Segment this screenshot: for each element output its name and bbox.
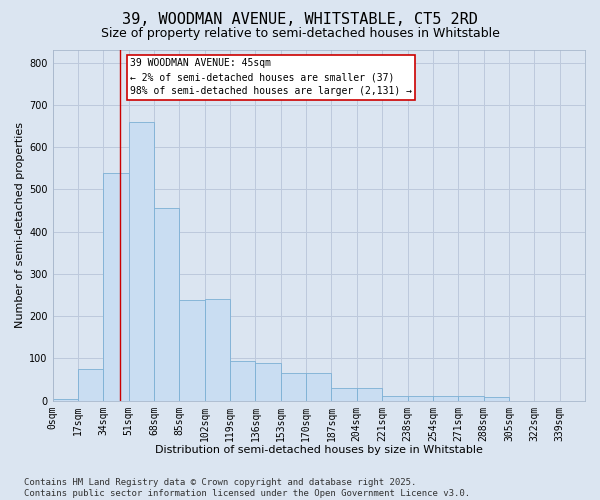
Bar <box>256 362 281 401</box>
Bar <box>433 396 458 400</box>
Bar <box>128 122 154 400</box>
Bar <box>458 396 484 400</box>
Text: Size of property relative to semi-detached houses in Whitstable: Size of property relative to semi-detach… <box>101 28 499 40</box>
Bar <box>306 374 331 400</box>
Text: 39 WOODMAN AVENUE: 45sqm
← 2% of semi-detached houses are smaller (37)
98% of se: 39 WOODMAN AVENUE: 45sqm ← 2% of semi-de… <box>130 58 412 96</box>
Bar <box>154 208 179 400</box>
Text: Contains HM Land Registry data © Crown copyright and database right 2025.
Contai: Contains HM Land Registry data © Crown c… <box>24 478 470 498</box>
Bar <box>484 398 509 400</box>
Bar <box>78 369 103 400</box>
Bar <box>103 172 128 400</box>
Bar <box>382 396 407 400</box>
Bar <box>53 398 78 400</box>
Bar <box>205 300 230 400</box>
Bar <box>407 396 433 400</box>
Bar <box>230 362 256 401</box>
Bar <box>281 374 306 400</box>
Bar <box>179 300 205 400</box>
X-axis label: Distribution of semi-detached houses by size in Whitstable: Distribution of semi-detached houses by … <box>155 445 483 455</box>
Text: 39, WOODMAN AVENUE, WHITSTABLE, CT5 2RD: 39, WOODMAN AVENUE, WHITSTABLE, CT5 2RD <box>122 12 478 28</box>
Bar <box>357 388 382 400</box>
Bar <box>331 388 357 400</box>
Y-axis label: Number of semi-detached properties: Number of semi-detached properties <box>15 122 25 328</box>
